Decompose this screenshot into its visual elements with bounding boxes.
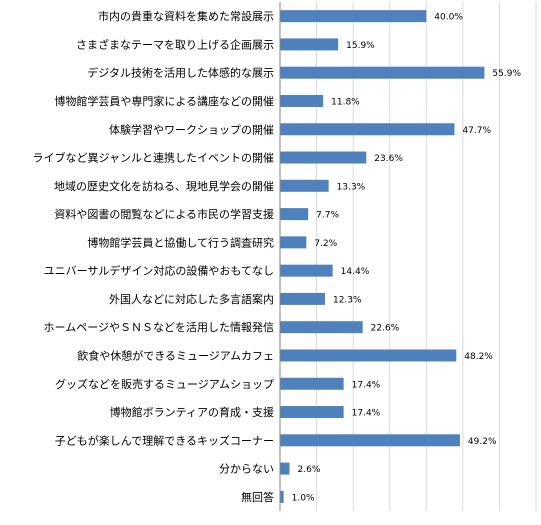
data-label: 17.4%: [352, 409, 381, 419]
category-label: 飲食や休憩ができるミュージアムカフェ: [77, 348, 274, 362]
category-label: 資料や図書の閲覧などによる市民の学習支援: [54, 207, 274, 221]
gridlines: [316, 2, 537, 511]
data-label: 40.0%: [434, 13, 463, 23]
bar: [280, 38, 339, 51]
data-label: 47.7%: [462, 126, 491, 136]
data-label: 7.2%: [314, 239, 337, 249]
data-label: 12.3%: [333, 295, 362, 305]
data-label: 15.9%: [346, 41, 375, 51]
data-label: 11.8%: [331, 97, 360, 107]
bar: [280, 208, 309, 221]
bar: [280, 236, 307, 249]
data-labels: 40.0% 15.9% 55.9% 11.8% 47.7% 23.6% 13.3% 7.7% 7…: [292, 13, 522, 504]
category-label: 地域の歴史文化を訪ねる、現地見学会の開催: [54, 179, 274, 193]
bar: [280, 377, 344, 390]
bar: [280, 490, 284, 503]
bar: [280, 462, 290, 475]
bar: [280, 10, 427, 23]
data-label: 48.2%: [464, 352, 493, 362]
bar: [280, 66, 485, 79]
bar: [280, 406, 344, 419]
bar: [280, 292, 325, 305]
data-label: 23.6%: [374, 154, 403, 164]
bars: [280, 10, 485, 503]
data-label: 7.7%: [316, 211, 339, 221]
data-label: 17.4%: [352, 380, 381, 390]
bar: [280, 151, 367, 164]
category-labels: 市内の貴重な資料を集めた常設展示さまざまなテーマを取り上げる企画展示デジタル技術…: [33, 9, 274, 504]
data-label: 13.3%: [337, 182, 366, 192]
category-label: 博物館ボランティアの育成・支援: [110, 405, 274, 419]
category-label: 分からない: [219, 463, 274, 476]
bar: [280, 94, 324, 107]
category-label: グッズなどを販売するミュージアムショップ: [55, 377, 274, 391]
category-label: ホームページやＳＮＳなどを活用した情報発信: [44, 320, 274, 334]
bar: [280, 321, 363, 334]
data-label: 14.4%: [341, 267, 370, 277]
data-label: 2.6%: [298, 465, 321, 475]
category-label: 子どもが楽しんで理解できるキッズコーナー: [55, 433, 274, 447]
data-label: 22.6%: [371, 324, 400, 334]
category-label: デジタル技術を活用した体感的な展示: [87, 66, 274, 80]
data-label: 55.9%: [492, 69, 521, 79]
category-label: 体験学習やワークショップの開催: [109, 122, 274, 136]
data-label: 1.0%: [292, 493, 315, 503]
bar: [280, 123, 455, 136]
category-label: 外国人などに対応した多言語案内: [109, 292, 274, 306]
category-label: 無回答: [241, 490, 274, 504]
category-label: ユニバーサルデザイン対応の設備やおもてなし: [44, 264, 274, 278]
category-label: ライブなど異ジャンルと連携したイベントの開催: [33, 151, 274, 165]
category-label: 博物館学芸員や専門家による講座などの開催: [54, 94, 274, 108]
category-label: さまざまなテーマを取り上げる企画展示: [76, 37, 274, 51]
bar: [280, 179, 329, 192]
data-label: 49.2%: [468, 437, 497, 447]
category-label: 博物館学芸員と協働して行う調査研究: [87, 235, 274, 249]
category-label: 市内の貴重な資料を集めた常設展示: [98, 9, 274, 23]
bar: [280, 434, 460, 447]
bar: [280, 349, 457, 362]
bar: [280, 264, 333, 277]
